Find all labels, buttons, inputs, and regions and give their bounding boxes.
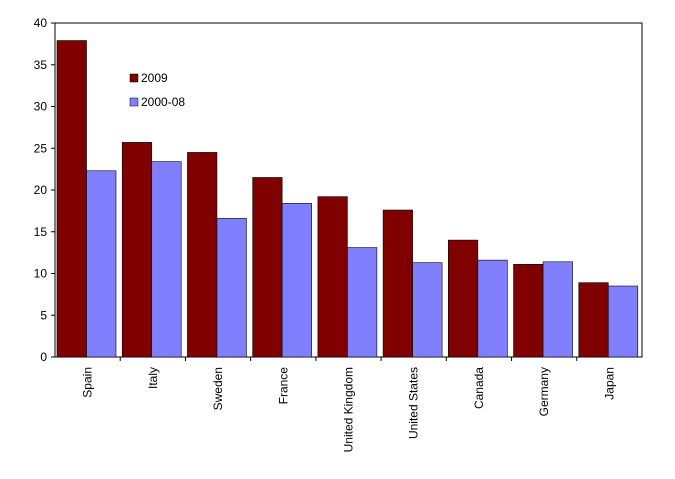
x-category-label: United States <box>407 367 421 439</box>
bar-2009-sweden <box>187 152 218 358</box>
y-tick-label: 0 <box>40 350 47 364</box>
legend-swatch-2000-08 <box>129 97 139 107</box>
bar-2000-08-sweden <box>216 218 247 358</box>
bar-2009-united-kingdom <box>317 196 348 358</box>
y-tick-label: 30 <box>34 100 48 114</box>
y-tick-label: 25 <box>34 141 48 155</box>
y-tick-label: 40 <box>34 16 48 30</box>
y-tick-label: 5 <box>40 308 47 322</box>
x-category-label: Spain <box>81 367 95 398</box>
legend-label-2009: 2009 <box>141 71 168 85</box>
bar-2000-08-italy <box>151 161 182 358</box>
y-tick-label: 20 <box>34 183 48 197</box>
bar-2000-08-france <box>281 203 312 358</box>
bar-2000-08-germany <box>542 261 573 358</box>
bar-2000-08-japan <box>607 285 639 358</box>
x-axis: Spain Italy Sweden France United Kingdom Unit… <box>81 357 616 452</box>
bar-2009-italy <box>121 142 153 358</box>
bar-2009-canada <box>448 239 479 358</box>
y-tick-label: 15 <box>34 225 48 239</box>
x-category-label: Sweden <box>211 367 225 410</box>
bar-2009-germany <box>513 264 544 358</box>
y-tick-label: 35 <box>34 58 48 72</box>
legend-swatch-2009 <box>129 73 139 83</box>
bar-2000-08-spain <box>86 170 117 358</box>
bar-2009-france <box>252 177 283 358</box>
y-tick-label: 10 <box>34 267 48 281</box>
x-category-label: Japan <box>602 367 616 400</box>
bar-2009-japan <box>578 282 609 358</box>
legend: 2009 2000-08 <box>129 71 185 109</box>
x-category-label: Germany <box>537 367 551 416</box>
bars-group <box>56 40 639 358</box>
bar-2000-08-united-kingdom <box>347 247 378 358</box>
y-axis: 0 5 10 15 20 25 30 35 40 <box>34 16 55 364</box>
bar-2000-08-united-states <box>412 262 443 358</box>
x-category-label: France <box>276 367 290 405</box>
bar-2009-united-states <box>382 209 413 358</box>
bar-2000-08-canada <box>477 259 508 358</box>
x-category-label: Italy <box>146 367 160 389</box>
bar-2009-spain <box>56 40 87 358</box>
legend-label-2000-08: 2000-08 <box>141 95 185 109</box>
x-category-label: Canada <box>472 367 486 409</box>
x-category-label: United Kingdom <box>342 367 356 452</box>
